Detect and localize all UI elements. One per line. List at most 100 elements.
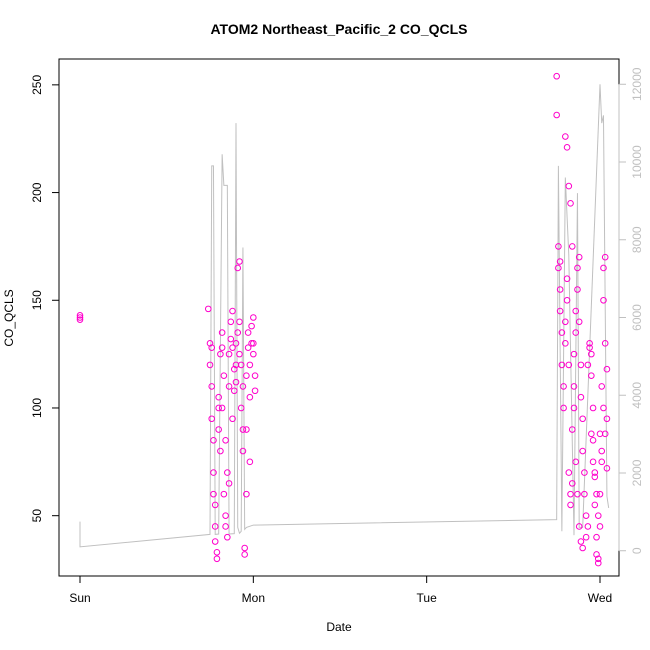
y-axis: 50 100 150 200 250 — [30, 75, 60, 523]
data-point — [224, 533, 231, 541]
data-point — [246, 458, 254, 466]
data-point — [236, 350, 243, 358]
data-point — [206, 361, 214, 369]
data-point — [76, 316, 84, 323]
data-point — [246, 393, 254, 401]
data-point — [567, 490, 574, 498]
data-point — [565, 182, 573, 190]
data-point — [225, 383, 233, 390]
data-point — [600, 264, 607, 272]
data-point — [227, 335, 235, 343]
data-point — [208, 415, 216, 423]
data-point — [582, 533, 590, 541]
data-point — [575, 318, 583, 326]
data-point — [76, 312, 84, 319]
data-point — [213, 549, 221, 556]
data-point — [594, 555, 602, 563]
data-point — [572, 307, 580, 315]
data-point — [555, 243, 562, 250]
data-point — [251, 372, 259, 379]
data-point — [232, 378, 240, 386]
data-point — [217, 350, 224, 358]
data-point — [579, 415, 586, 423]
data-point — [237, 361, 245, 369]
data-point — [230, 365, 238, 373]
data-point — [222, 436, 229, 444]
data-point — [568, 480, 576, 487]
x-axis: Sun Mon Tue Wed — [69, 575, 612, 605]
data-point — [558, 361, 566, 369]
secondary-series-layer — [79, 84, 610, 548]
data-point — [218, 329, 226, 336]
data-point — [603, 464, 611, 472]
data-point — [208, 344, 216, 351]
data-point — [586, 344, 593, 351]
data-point — [215, 404, 222, 412]
y-tick-label: 100 — [30, 398, 44, 418]
data-point — [562, 340, 569, 347]
data-point — [555, 264, 562, 272]
data-point — [600, 404, 607, 412]
data-point — [215, 393, 222, 401]
data-point — [591, 501, 599, 509]
data-point — [565, 361, 573, 369]
y2-tick-label: 8000 — [630, 226, 644, 253]
data-point — [560, 383, 567, 390]
data-point — [601, 340, 609, 347]
y2-tick-label: 2000 — [630, 459, 644, 486]
data-point — [572, 329, 580, 336]
data-point — [250, 314, 257, 321]
data-point — [211, 501, 219, 509]
points-layer — [76, 72, 611, 567]
data-point — [562, 318, 569, 326]
data-point — [229, 415, 236, 423]
data-point — [208, 383, 216, 390]
data-point — [210, 490, 217, 498]
y2-tick-label: 4000 — [630, 382, 644, 409]
data-point — [232, 340, 240, 347]
data-point — [563, 296, 571, 304]
data-point — [593, 551, 600, 558]
y2-tick-label: 12000 — [630, 67, 644, 101]
data-point — [250, 350, 257, 358]
data-point — [594, 512, 602, 519]
data-point — [239, 447, 247, 455]
data-point — [565, 469, 573, 476]
data-point — [579, 544, 586, 552]
data-point — [210, 436, 217, 444]
data-point — [204, 305, 212, 313]
data-point — [229, 344, 236, 351]
data-point — [596, 523, 604, 530]
data-point — [213, 555, 221, 563]
data-point — [243, 490, 250, 498]
data-point — [572, 458, 580, 466]
x-axis-label: Date — [326, 620, 352, 634]
data-point — [244, 344, 252, 351]
data-point — [581, 469, 588, 476]
data-point — [76, 314, 84, 321]
y-tick-label: 50 — [30, 509, 44, 523]
data-point — [241, 544, 248, 552]
data-point — [568, 426, 576, 433]
data-point — [239, 383, 247, 390]
y-tick-label: 150 — [30, 290, 44, 310]
data-point — [575, 523, 583, 530]
data-point — [603, 365, 611, 373]
data-point — [210, 469, 217, 476]
data-point — [574, 490, 581, 498]
data-point — [225, 480, 233, 487]
data-point — [553, 72, 560, 80]
data-point — [562, 133, 569, 140]
data-point — [591, 473, 599, 481]
data-point — [239, 426, 247, 433]
data-point — [598, 447, 606, 455]
data-point — [589, 404, 597, 412]
data-point — [243, 372, 250, 379]
data-point — [575, 253, 583, 261]
y2-tick-label: 0 — [630, 547, 644, 554]
data-point — [556, 286, 564, 293]
x-tick-label: Mon — [242, 591, 265, 605]
data-point — [218, 404, 226, 412]
data-point — [574, 286, 581, 293]
